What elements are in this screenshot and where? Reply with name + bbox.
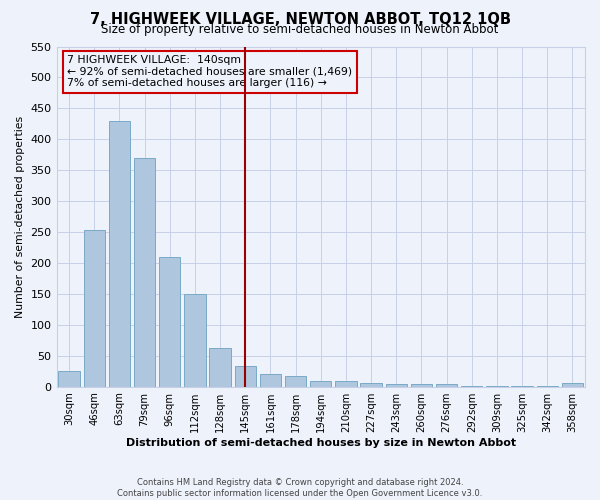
Bar xyxy=(562,383,583,386)
Bar xyxy=(159,257,181,386)
Bar xyxy=(361,383,382,386)
Bar xyxy=(411,384,432,386)
Bar xyxy=(58,371,80,386)
Text: 7, HIGHWEEK VILLAGE, NEWTON ABBOT, TQ12 1QB: 7, HIGHWEEK VILLAGE, NEWTON ABBOT, TQ12 … xyxy=(89,12,511,28)
Bar xyxy=(134,158,155,386)
Bar xyxy=(235,366,256,386)
Text: Size of property relative to semi-detached houses in Newton Abbot: Size of property relative to semi-detach… xyxy=(101,22,499,36)
Bar xyxy=(310,380,331,386)
Bar xyxy=(209,348,231,387)
Bar xyxy=(260,374,281,386)
Bar xyxy=(184,294,206,386)
Bar xyxy=(386,384,407,386)
X-axis label: Distribution of semi-detached houses by size in Newton Abbot: Distribution of semi-detached houses by … xyxy=(126,438,516,448)
Bar xyxy=(285,376,307,386)
Text: Contains HM Land Registry data © Crown copyright and database right 2024.
Contai: Contains HM Land Registry data © Crown c… xyxy=(118,478,482,498)
Text: 7 HIGHWEEK VILLAGE:  140sqm
← 92% of semi-detached houses are smaller (1,469)
7%: 7 HIGHWEEK VILLAGE: 140sqm ← 92% of semi… xyxy=(67,55,352,88)
Bar xyxy=(83,230,105,386)
Bar xyxy=(436,384,457,386)
Bar xyxy=(335,380,356,386)
Y-axis label: Number of semi-detached properties: Number of semi-detached properties xyxy=(15,116,25,318)
Bar xyxy=(109,120,130,386)
